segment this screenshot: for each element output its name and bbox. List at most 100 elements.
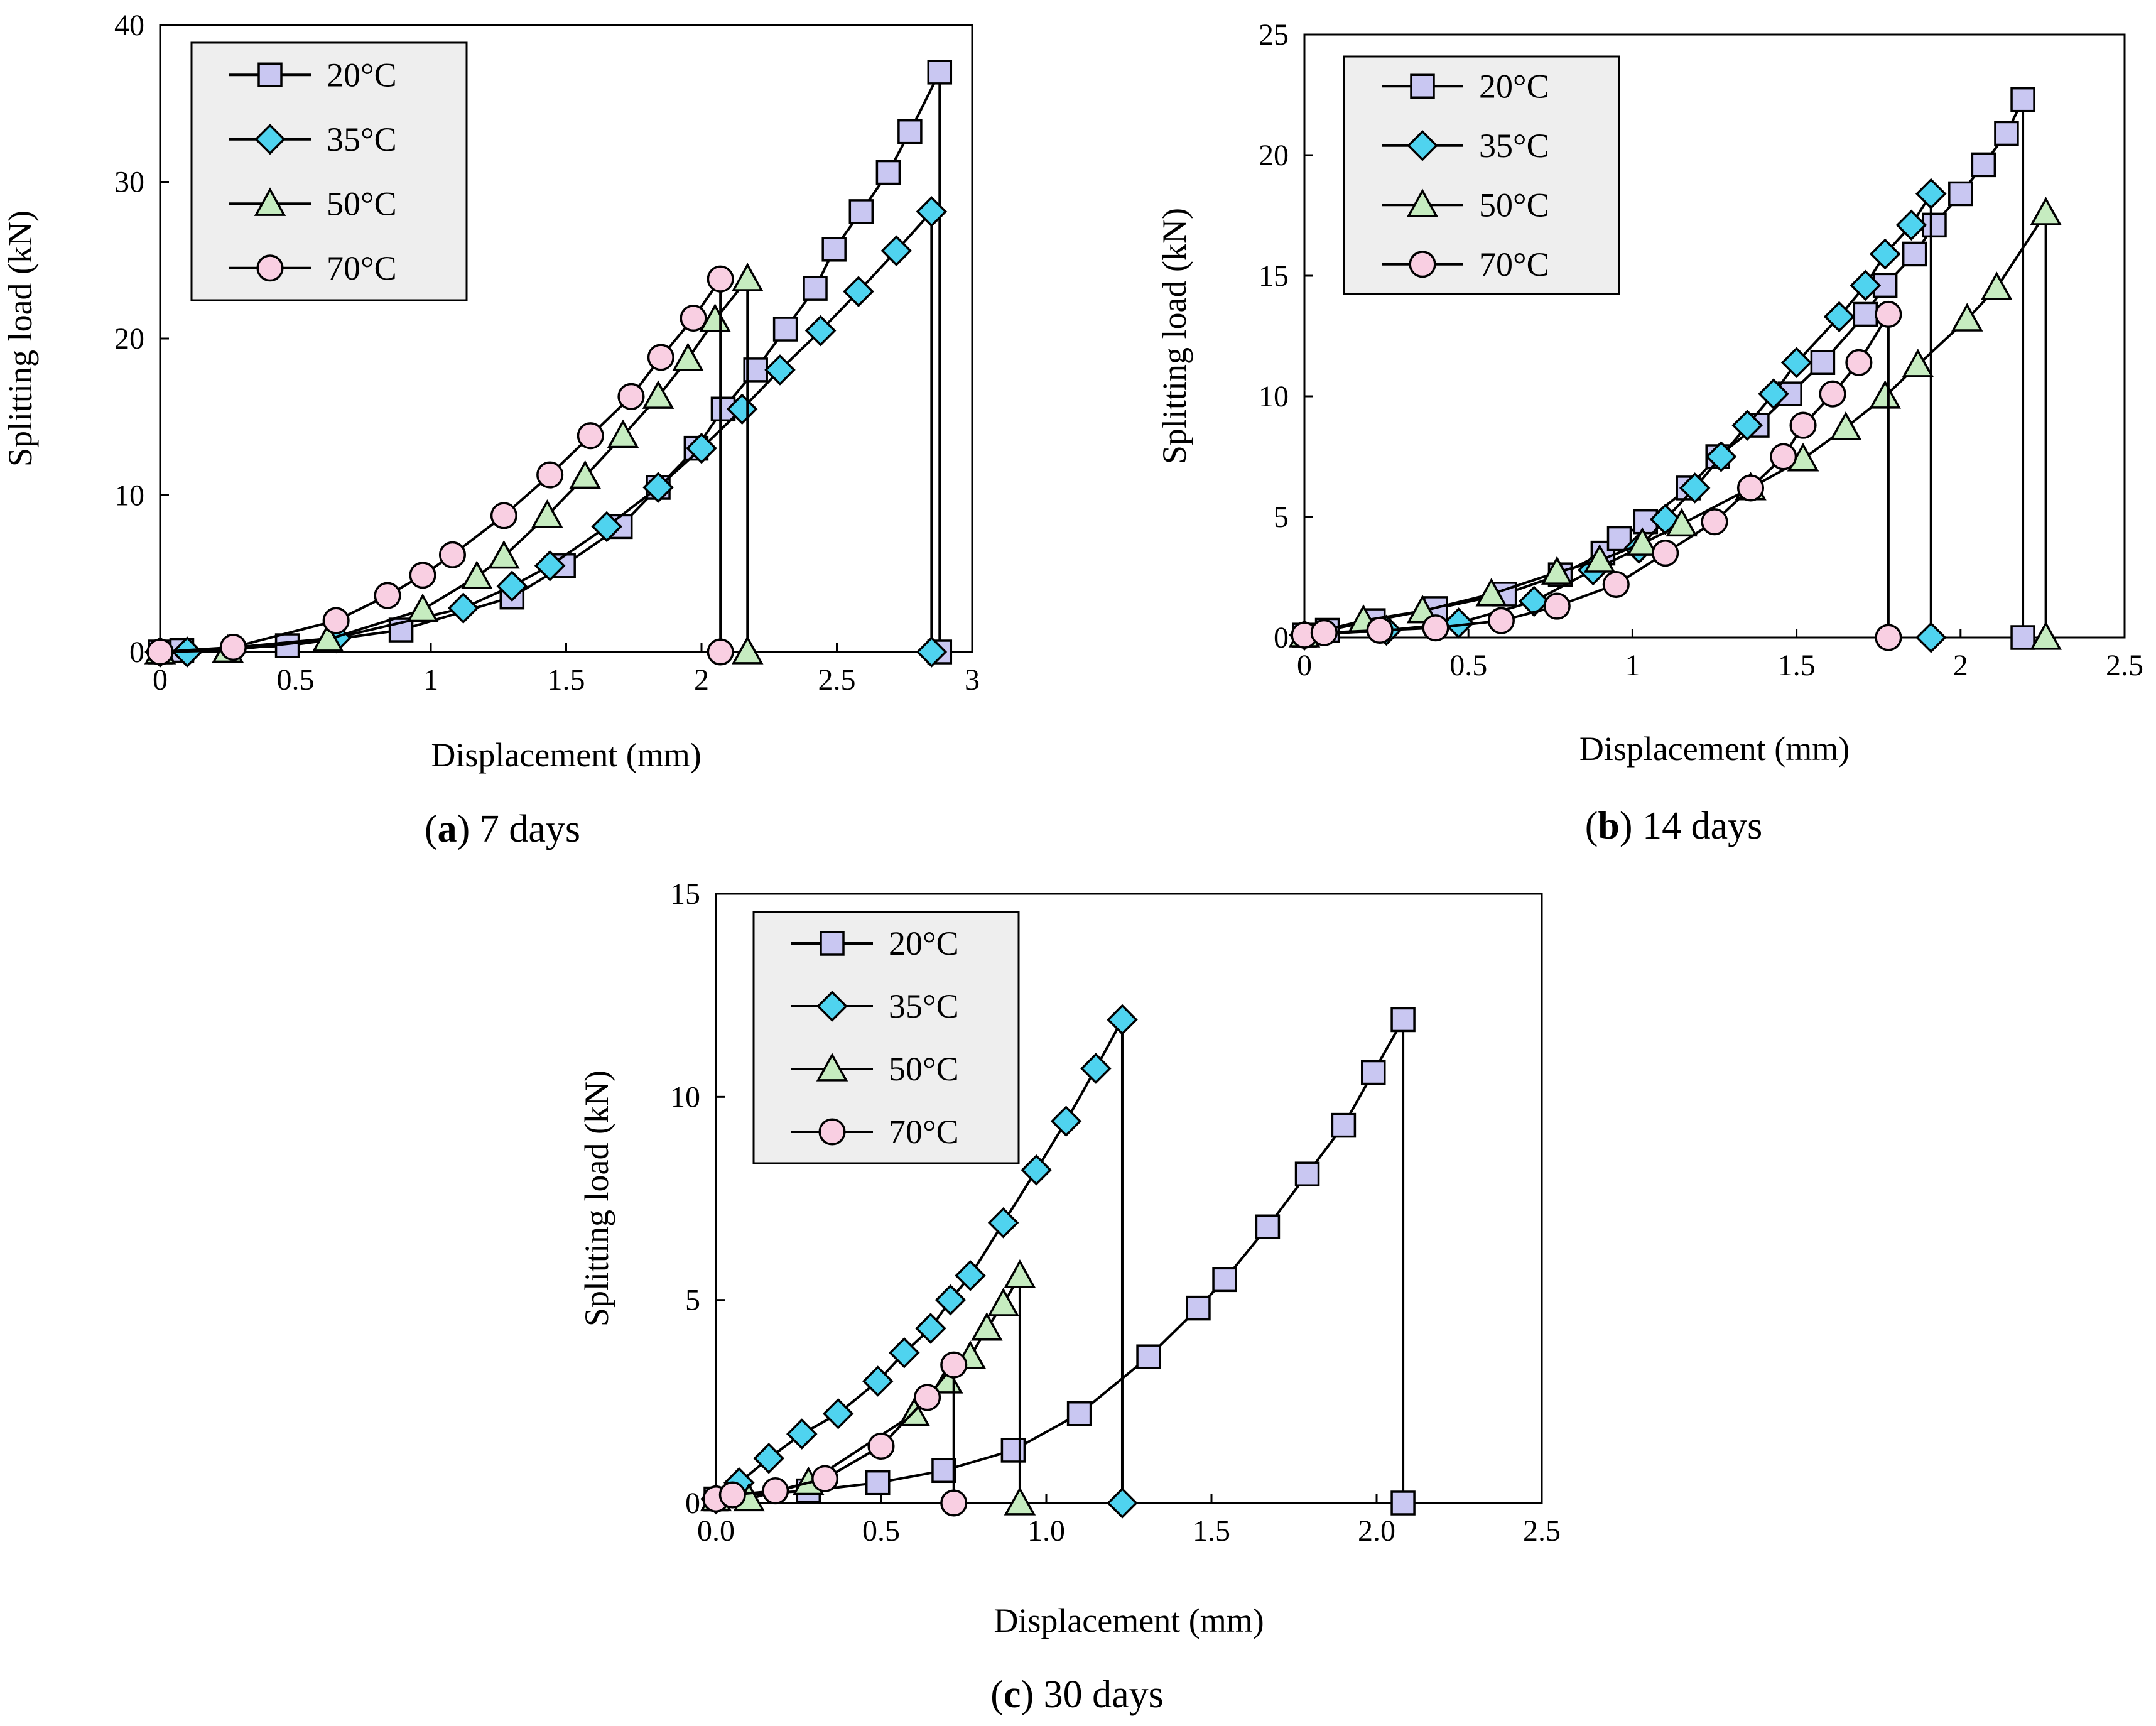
y-tick-label: 5 xyxy=(685,1284,700,1317)
data-point-square xyxy=(1390,1490,1416,1516)
data-point-diamond xyxy=(987,1207,1019,1239)
x-tick-label: 0.5 xyxy=(1449,649,1487,682)
data-point-square xyxy=(931,1458,956,1484)
x-tick-label: 1.0 xyxy=(1027,1514,1065,1548)
x-tick-label: 2.5 xyxy=(1523,1514,1561,1548)
data-point-diamond xyxy=(843,276,874,307)
data-point-triangle xyxy=(642,380,674,409)
caption-close: ) xyxy=(1620,805,1633,847)
series-triangle xyxy=(1288,197,2062,650)
series-line xyxy=(1304,310,1890,638)
caption-open: ( xyxy=(425,808,438,850)
data-point-diamond xyxy=(889,1337,920,1369)
caption-text: 30 days xyxy=(1034,1673,1164,1716)
x-tick-label: 1 xyxy=(423,663,438,697)
data-point-circle xyxy=(1819,380,1846,408)
data-point-diamond xyxy=(1731,410,1763,441)
legend-label: 35°C xyxy=(889,987,959,1025)
data-point-diamond xyxy=(1443,607,1475,639)
data-point-square xyxy=(1136,1344,1161,1369)
legend-label: 70°C xyxy=(327,249,397,287)
data-point-diamond xyxy=(642,472,674,503)
data-point-diamond xyxy=(916,636,948,668)
data-point-square xyxy=(875,160,901,185)
data-point-square xyxy=(1000,1438,1026,1463)
data-point-circle xyxy=(617,383,645,410)
data-point-diamond xyxy=(915,1313,946,1344)
data-point-square xyxy=(710,396,736,422)
data-point-diamond xyxy=(686,432,717,464)
panel-caption: (b) 14 days xyxy=(1585,805,1762,847)
caption-letter: a xyxy=(438,808,457,850)
x-tick-label: 2.5 xyxy=(818,663,856,697)
caption-open: ( xyxy=(990,1673,1004,1716)
data-point-square xyxy=(1810,350,1836,375)
series-line xyxy=(715,1014,1405,1503)
data-point-triangle xyxy=(971,1312,1003,1341)
x-tick-label: 1 xyxy=(1625,649,1640,682)
chart-c: 0.0 0.5 1.0 1.5 2.0 2.5 0 5 10 15 Displacement (mm… xyxy=(578,877,1561,1716)
legend: 20°C 35°C 50°C 70°C xyxy=(1343,55,1620,295)
legend-marker-triangle xyxy=(254,187,286,216)
x-tick-label: 0 xyxy=(153,663,168,697)
data-point-circle xyxy=(536,461,564,489)
data-point-square xyxy=(897,119,923,144)
data-point-diamond xyxy=(1107,1004,1138,1036)
data-point-square xyxy=(1186,1295,1211,1321)
data-point-circle xyxy=(1543,592,1571,620)
caption-close: ) xyxy=(457,808,470,850)
data-point-diamond xyxy=(934,1284,967,1316)
x-tick-label: 1.5 xyxy=(1193,1514,1230,1548)
chart-b: 0 0.5 1 1.5 2 2.5 0 5 10 15 20 25 Displacement (mm) S… xyxy=(1156,18,2143,847)
legend-label: 20°C xyxy=(327,56,397,94)
legend-label: 70°C xyxy=(889,1113,959,1151)
x-tick-label: 0.5 xyxy=(277,663,315,697)
y-tick-label: 20 xyxy=(114,322,144,356)
y-tick-label: 0 xyxy=(685,1487,700,1520)
data-point-triangle xyxy=(699,303,731,332)
data-point-circle xyxy=(1875,300,1902,328)
legend: 20°C 35°C 50°C 70°C xyxy=(752,911,1020,1164)
y-tick-label: 10 xyxy=(114,479,144,513)
data-point-diamond xyxy=(591,511,622,543)
data-point-triangle xyxy=(531,499,563,528)
y-axis-label: Splitting load (kN) xyxy=(578,1070,615,1327)
legend-marker-diamond xyxy=(816,991,848,1022)
plot-frame xyxy=(1303,33,2126,639)
data-point-diamond xyxy=(1021,1154,1053,1186)
data-point-diamond xyxy=(955,1260,986,1291)
data-point-square xyxy=(1948,181,1973,207)
series-circle xyxy=(1291,300,1902,651)
data-point-circle xyxy=(707,265,734,293)
data-point-circle xyxy=(762,1477,789,1505)
data-point-diamond xyxy=(1895,209,1927,241)
data-point-square xyxy=(1294,1161,1320,1186)
caption-close: ) xyxy=(1021,1673,1034,1716)
data-point-circle xyxy=(1789,411,1817,439)
data-point-triangle xyxy=(406,593,439,622)
data-point-circle xyxy=(867,1432,895,1460)
legend-label: 20°C xyxy=(889,925,959,962)
y-tick-label: 0 xyxy=(129,636,144,669)
data-point-diamond xyxy=(1518,585,1550,617)
data-point-circle xyxy=(1602,570,1630,599)
data-point-circle xyxy=(1422,614,1449,642)
data-point-diamond xyxy=(880,235,913,267)
data-point-diamond xyxy=(786,1418,818,1450)
legend-box xyxy=(190,41,468,301)
x-tick-label: 0.5 xyxy=(862,1514,900,1548)
data-point-triangle xyxy=(1004,1487,1036,1516)
data-point-circle xyxy=(940,1351,968,1379)
legend-marker-diamond xyxy=(254,123,286,155)
series-line xyxy=(715,1019,1124,1503)
data-point-triangle xyxy=(1541,556,1573,585)
data-point-circle xyxy=(1652,540,1679,567)
x-axis-label: Displacement (mm) xyxy=(431,736,701,774)
data-point-square xyxy=(1212,1267,1237,1293)
data-point-square xyxy=(1994,121,2019,146)
y-tick-label: 0 xyxy=(1274,621,1289,654)
data-point-triangle xyxy=(2030,197,2062,225)
y-tick-label: 15 xyxy=(1259,259,1289,293)
caption-text: 7 days xyxy=(470,808,580,850)
series-line xyxy=(160,275,749,653)
